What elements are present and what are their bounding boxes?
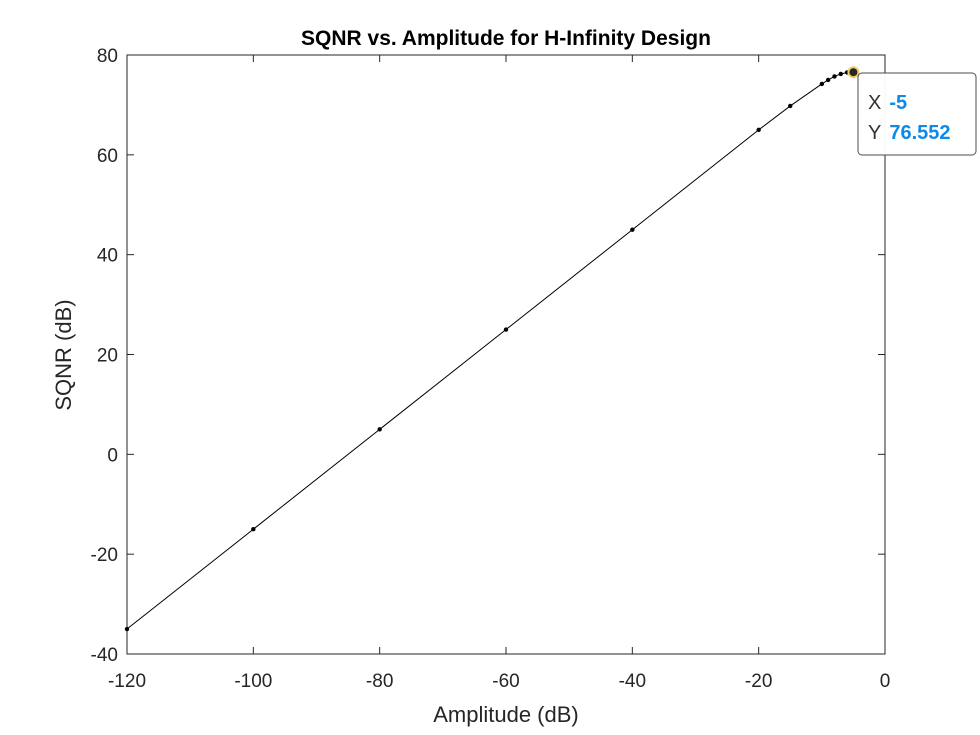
x-tick-label: -80 — [366, 671, 393, 692]
chart-title: SQNR vs. Amplitude for H-Infinity Design — [301, 27, 711, 50]
data-point — [630, 227, 635, 232]
data-point — [832, 74, 837, 79]
x-tick-label: 0 — [880, 671, 891, 692]
y-tick-label: 20 — [97, 346, 118, 367]
x-tick-label: -40 — [619, 671, 646, 692]
data-point — [377, 427, 382, 432]
x-tick-label: -60 — [492, 671, 519, 692]
data-point — [251, 527, 256, 532]
y-tick-label: 0 — [107, 445, 118, 466]
data-tip-marker[interactable] — [847, 66, 860, 79]
data-tip[interactable]: X -5 Y 76.552 — [847, 66, 977, 156]
x-tick-label: -120 — [108, 671, 146, 692]
data-tip-y-value: 76.552 — [889, 122, 950, 144]
data-point — [756, 127, 761, 133]
x-tick-label: -20 — [745, 671, 772, 692]
y-tick-label: 60 — [97, 146, 118, 167]
axis-ticks: -120 -100 -80 -60 -40 -20 0 -40 -20 0 20 40 60 80 — [91, 46, 891, 692]
y-tick-label: -40 — [91, 645, 118, 666]
plot-area — [126, 54, 886, 655]
data-tip-y-key: Y — [868, 122, 881, 144]
y-tick-label: -20 — [91, 545, 118, 566]
data-tip-x-value: -5 — [889, 92, 907, 114]
y-axis-label: SQNR (dB) — [51, 299, 76, 410]
data-point — [825, 77, 831, 83]
data-tip-x-row: X -5 — [868, 92, 907, 114]
data-point — [838, 71, 843, 77]
x-tick-label: -100 — [234, 671, 272, 692]
data-point — [788, 103, 793, 109]
x-axis-label: Amplitude (dB) — [433, 702, 579, 727]
data-point — [124, 626, 130, 632]
data-point — [503, 327, 509, 332]
data-point — [819, 81, 825, 87]
data-tip-box — [857, 72, 977, 156]
data-tip-y-row: Y 76.552 — [868, 122, 951, 144]
y-tick-label: 40 — [97, 246, 118, 267]
y-tick-label: 80 — [97, 46, 118, 67]
data-tip-x-key: X — [868, 92, 881, 114]
